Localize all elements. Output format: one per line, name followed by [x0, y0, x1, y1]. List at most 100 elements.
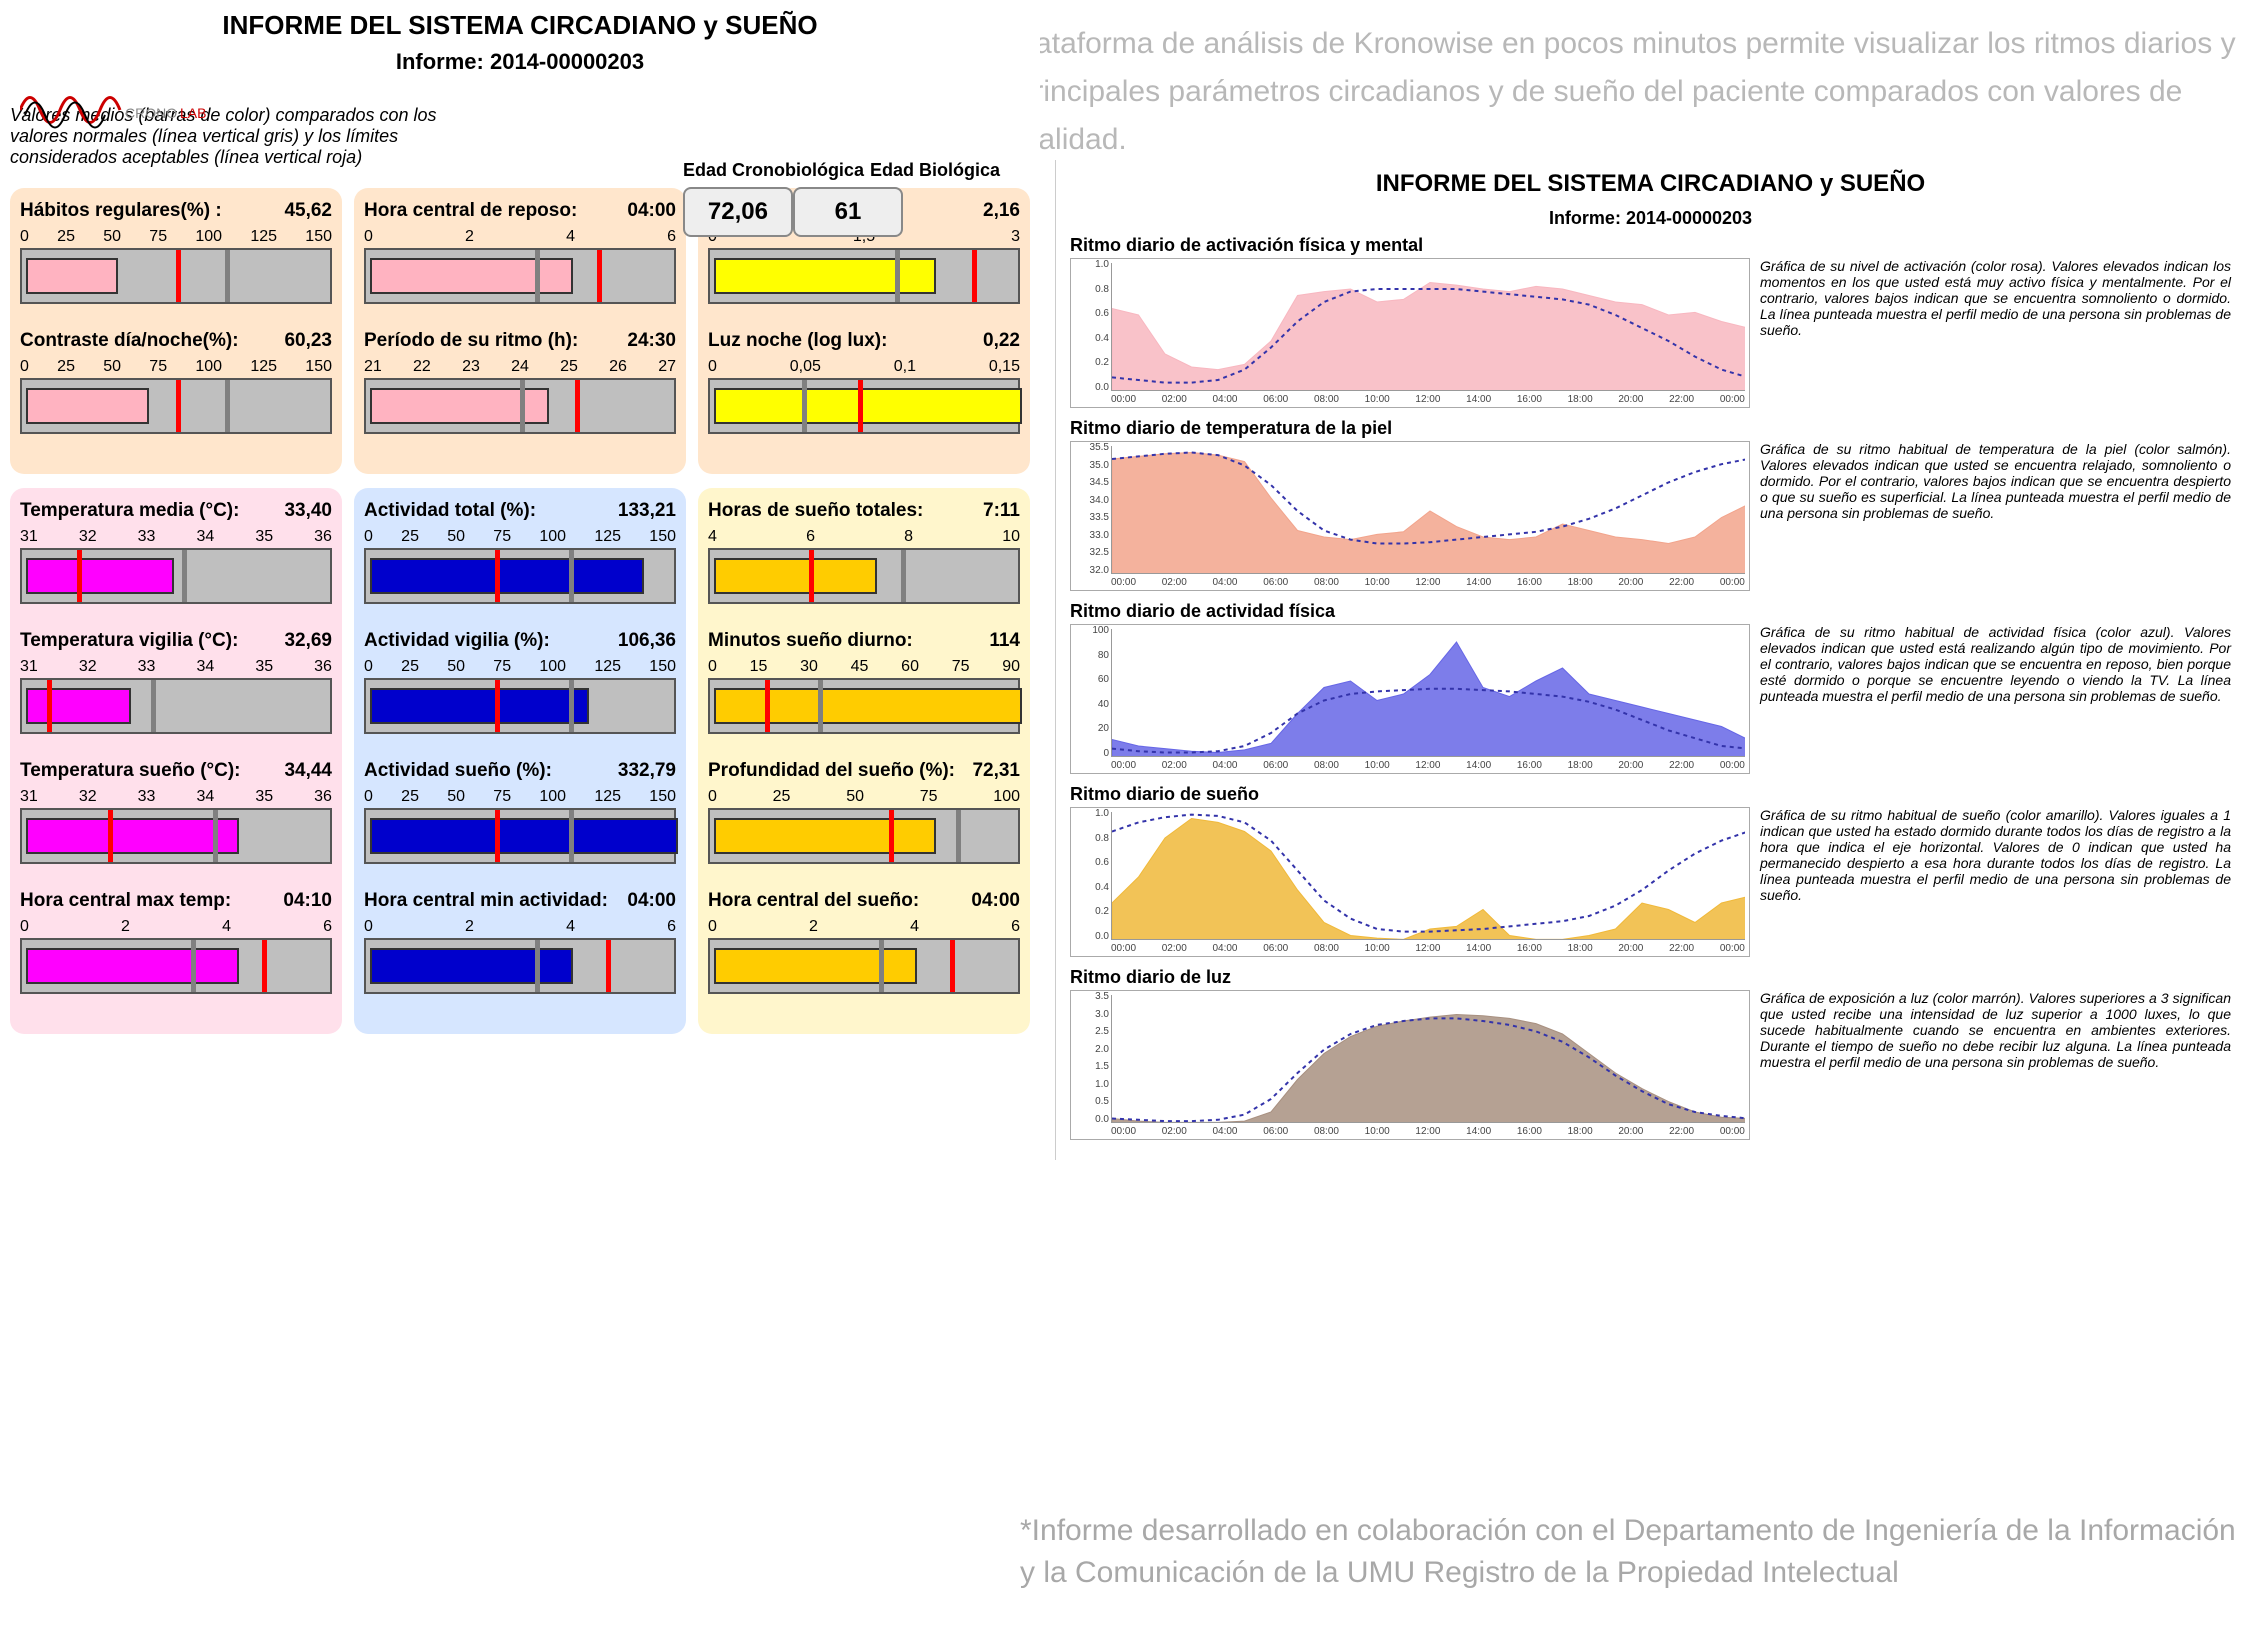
- gauge-fill: [26, 948, 239, 984]
- normal-line-gray: [895, 250, 900, 302]
- tick-label: 2: [465, 918, 474, 936]
- chart-title: Ritmo diario de sueño: [1070, 784, 2231, 805]
- tick-label: 150: [649, 788, 676, 806]
- metric-value: 133,21: [618, 500, 676, 522]
- tick-label: 31: [20, 788, 38, 806]
- metric-block: Período de su ritmo (h):24:3021222324252…: [364, 330, 676, 434]
- tick-label: 125: [594, 788, 621, 806]
- chart-description: Gráfica de su ritmo habitual de temperat…: [1760, 441, 2231, 591]
- tick-label: 0: [364, 918, 373, 936]
- metrics-row-2: Temperatura media (°C):33,40313233343536…: [10, 488, 1030, 1034]
- chart-section: Ritmo diario de sueño1.00.80.60.40.20.00…: [1070, 784, 2231, 957]
- metric-value: 04:00: [971, 890, 1020, 912]
- normal-line-gray: [191, 940, 196, 992]
- tick-label: 25: [773, 788, 791, 806]
- tick-label: 6: [667, 228, 676, 246]
- tick-label: 75: [149, 358, 167, 376]
- tick-label: 3: [1011, 228, 1020, 246]
- gauge: [20, 678, 332, 734]
- normal-line-gray: [879, 940, 884, 992]
- gauge: [708, 938, 1020, 994]
- normal-line-gray: [802, 380, 807, 432]
- gauge-fill: [370, 688, 589, 724]
- limit-line-red: [495, 550, 500, 602]
- metric-label: Hora central del sueño:: [708, 890, 919, 912]
- limit-line-red: [47, 680, 52, 732]
- age-bio-value: 61: [793, 187, 903, 237]
- metric-value: 04:00: [627, 200, 676, 222]
- limit-line-red: [597, 250, 602, 302]
- gauge: [20, 548, 332, 604]
- limit-line-red: [77, 550, 82, 602]
- age-box: Edad Cronobiológica Edad Biológica 72,06…: [683, 160, 1000, 237]
- tick-label: 50: [447, 658, 465, 676]
- panels: Hábitos regulares(%) :45,620255075100125…: [10, 188, 1030, 1034]
- metric-label: Hora central max temp:: [20, 890, 231, 912]
- tick-label: 0: [708, 358, 717, 376]
- tick-label: 25: [401, 788, 419, 806]
- tick-label: 32: [79, 528, 97, 546]
- tick-label: 0,15: [989, 358, 1020, 376]
- metric-value: 0,22: [983, 330, 1020, 352]
- metric-value: 114: [989, 630, 1020, 652]
- tick-label: 31: [20, 528, 38, 546]
- tick-label: 26: [609, 358, 627, 376]
- normal-line-gray: [151, 680, 156, 732]
- gauge-fill: [714, 388, 1022, 424]
- chart-box: 3.53.02.52.01.51.00.50.000:0002:0004:000…: [1070, 990, 1750, 1140]
- left-subtitle: Informe: 2014-00000203: [10, 49, 1030, 75]
- right-report: INFORME DEL SISTEMA CIRCADIANO y SUEÑO I…: [1055, 160, 2245, 1160]
- metrics-group: Horas de sueño totales:7:1146810 Minutos …: [698, 488, 1030, 1034]
- charts-container: Ritmo diario de activación física y ment…: [1070, 235, 2231, 1140]
- chart-box: 35.535.034.534.033.533.032.532.000:0002:…: [1070, 441, 1750, 591]
- svg-text:LAB: LAB: [180, 105, 206, 121]
- metric-label: Contraste día/noche(%):: [20, 330, 239, 352]
- tick-label: 0: [20, 228, 29, 246]
- tick-label: 0: [708, 788, 717, 806]
- metric-value: 332,79: [618, 760, 676, 782]
- tick-label: 150: [649, 528, 676, 546]
- metric-value: 34,44: [284, 760, 332, 782]
- metric-block: Hora central de reposo:04:000246: [364, 200, 676, 304]
- chart-description: Gráfica de su nivel de activación (color…: [1760, 258, 2231, 408]
- metric-block: Horas de sueño totales:7:1146810: [708, 500, 1020, 604]
- tick-label: 150: [305, 228, 332, 246]
- metric-label: Temperatura vigilia (°C):: [20, 630, 238, 652]
- tick-label: 75: [493, 658, 511, 676]
- metric-block: Hora central del sueño:04:000246: [708, 890, 1020, 994]
- tick-label: 25: [560, 358, 578, 376]
- metric-value: 60,23: [284, 330, 332, 352]
- chart-title: Ritmo diario de actividad física: [1070, 601, 2231, 622]
- normal-line-gray: [569, 810, 574, 862]
- gauge-fill: [26, 388, 149, 424]
- metric-label: Hábitos regulares(%) :: [20, 200, 222, 222]
- tick-label: 0: [708, 918, 717, 936]
- chart-section: Ritmo diario de activación física y ment…: [1070, 235, 2231, 408]
- metric-label: Temperatura sueño (°C):: [20, 760, 241, 782]
- tick-label: 150: [649, 658, 676, 676]
- gauge-fill: [714, 948, 917, 984]
- normal-line-gray: [182, 550, 187, 602]
- left-report: INFORME DEL SISTEMA CIRCADIANO y SUEÑO C…: [0, 0, 1040, 1068]
- tick-label: 10: [1002, 528, 1020, 546]
- tick-label: 25: [401, 658, 419, 676]
- metric-label: Luz noche (log lux):: [708, 330, 887, 352]
- metrics-group: Temperatura media (°C):33,40313233343536…: [10, 488, 342, 1034]
- gauge-fill: [26, 258, 118, 294]
- chart-title: Ritmo diario de temperatura de la piel: [1070, 418, 2231, 439]
- tick-label: 32: [79, 658, 97, 676]
- limit-line-red: [176, 380, 181, 432]
- tick-label: 0: [20, 358, 29, 376]
- tick-label: 100: [993, 788, 1020, 806]
- svg-text:CRONO: CRONO: [125, 105, 177, 121]
- gauge: [364, 378, 676, 434]
- metric-value: 04:10: [283, 890, 332, 912]
- metric-block: Contraste día/noche(%):60,23025507510012…: [20, 330, 332, 434]
- normal-line-gray: [225, 250, 230, 302]
- metric-label: Temperatura media (°C):: [20, 500, 239, 522]
- metric-block: Minutos sueño diurno:1140153045607590: [708, 630, 1020, 734]
- gauge-fill: [370, 558, 644, 594]
- metric-label: Actividad sueño (%):: [364, 760, 552, 782]
- tick-label: 23: [462, 358, 480, 376]
- tick-label: 35: [255, 658, 273, 676]
